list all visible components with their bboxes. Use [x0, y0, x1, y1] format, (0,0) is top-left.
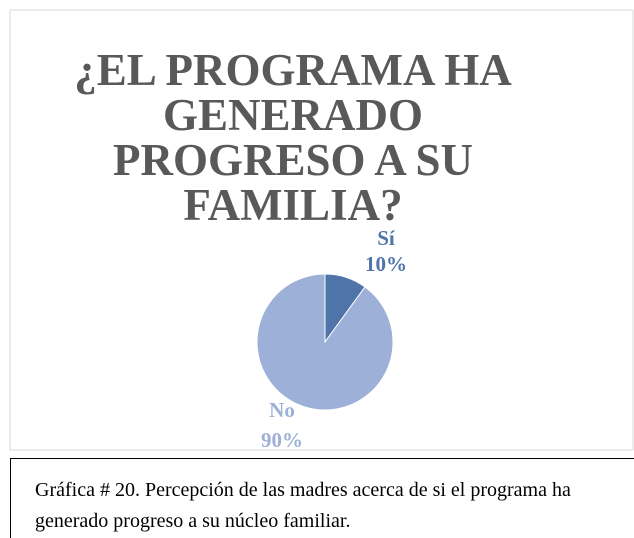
slice-value-label: 90% [261, 428, 303, 452]
slice-label: No [269, 398, 295, 422]
slice-value-label: 10% [365, 252, 407, 276]
slice-label: Sí [377, 226, 396, 250]
caption: Gráfica # 20. Percepción de las madres a… [10, 458, 634, 538]
chart-border [9, 9, 634, 451]
chart-title: ¿EL PROGRAMA HA GENERADO PROGRESO A SU F… [74, 45, 512, 230]
pie-slice [256, 273, 394, 411]
